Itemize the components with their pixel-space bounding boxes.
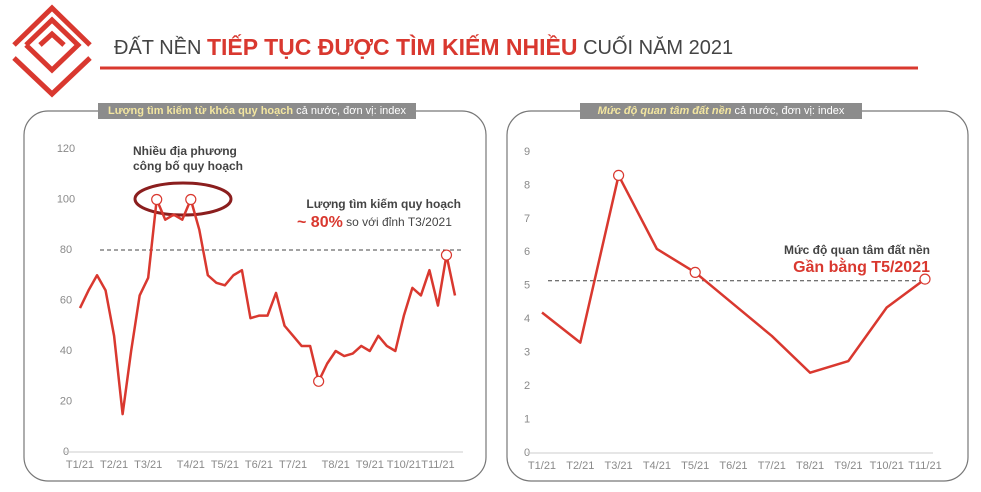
annotation-value: ~ 80% — [297, 214, 343, 231]
x-tick-label: T10/21 — [387, 459, 421, 471]
subtitle: Mức độ quan tâm đất nền cả nước, đơn vị:… — [598, 105, 845, 117]
y-tick-label: 7 — [524, 213, 530, 225]
x-tick-label: T2/21 — [566, 460, 594, 472]
x-tick-label: T4/21 — [177, 459, 205, 471]
y-tick-label: 3 — [524, 347, 530, 359]
x-tick-label: T11/21 — [421, 459, 454, 471]
y-tick-label: 4 — [524, 313, 530, 325]
annotation: Nhiều địa phương — [133, 144, 237, 158]
annotation: Mức độ quan tâm đất nền — [784, 243, 930, 257]
subtitle-bg — [580, 103, 862, 119]
data-line — [78, 198, 457, 416]
point-marker — [185, 193, 197, 206]
point-marker — [151, 193, 163, 206]
y-tick-label: 2 — [524, 380, 530, 392]
subtitle-bg — [98, 103, 416, 119]
y-tick-label: 20 — [60, 395, 72, 407]
x-tick-label: T6/21 — [245, 459, 273, 471]
x-tick-label: T7/21 — [758, 460, 786, 472]
data-line — [541, 174, 926, 374]
title: ĐẤT NỀN TIẾP TỤC ĐƯỢC TÌM KIẾM NHIỀU CUỐ… — [114, 33, 733, 60]
annotation-note: so với đỉnh T3/2021 — [346, 215, 452, 229]
x-tick-label: T9/21 — [834, 460, 862, 472]
y-tick-label: 40 — [60, 345, 72, 357]
x-tick-label: T5/21 — [681, 460, 709, 472]
point-marker — [313, 375, 325, 387]
annotation: ~ 80% so với đỉnh T3/2021 — [297, 214, 452, 231]
y-tick-label: 9 — [524, 146, 530, 158]
y-tick-label: 120 — [57, 143, 75, 155]
x-tick-label: T10/21 — [870, 460, 904, 472]
panel-left — [23, 110, 487, 482]
subtitle-bold: Lượng tìm kiếm từ khóa quy hoạch — [108, 105, 293, 117]
title-pre: ĐẤT NỀN — [114, 36, 201, 59]
x-tick-label: T6/21 — [719, 460, 747, 472]
y-tick-label: 5 — [524, 280, 530, 292]
x-tick-label: T1/21 — [528, 460, 556, 472]
subtitle-text: cả nước, đơn vị: index — [296, 105, 406, 117]
y-tick-label: 80 — [60, 244, 72, 256]
x-tick-label: T9/21 — [356, 459, 384, 471]
highlight-ellipse — [133, 181, 233, 217]
y-tick-label: 6 — [524, 246, 530, 258]
logo — [12, 4, 92, 98]
subtitle: Lượng tìm kiếm từ khóa quy hoạch cả nước… — [108, 105, 407, 117]
annotation-value: Gần bằng T5/2021 — [793, 257, 930, 276]
subtitle-text: cả nước, đơn vị: index — [734, 105, 844, 117]
x-tick-label: T8/21 — [796, 460, 824, 472]
title-post: CUỐI NĂM 2021 — [583, 35, 733, 59]
x-tick-label: T2/21 — [100, 459, 128, 471]
panel-right — [506, 110, 969, 482]
x-tick-label: T11/21 — [908, 460, 941, 472]
point-marker — [612, 169, 625, 182]
point-marker — [440, 249, 453, 261]
y-tick-label: 8 — [524, 179, 530, 191]
y-tick-label: 60 — [60, 294, 72, 306]
x-tick-label: T1/21 — [66, 459, 94, 471]
point-marker — [689, 266, 701, 278]
x-tick-label: T3/21 — [134, 459, 162, 471]
title-highlight: TIẾP TỤC ĐƯỢC TÌM KIẾM NHIỀU — [207, 33, 578, 60]
x-tick-label: T3/21 — [605, 460, 633, 472]
subtitle-bold: Mức độ quan tâm đất nền — [598, 105, 732, 117]
x-tick-label: T8/21 — [322, 459, 350, 471]
x-tick-label: T7/21 — [279, 459, 307, 471]
x-tick-label: T5/21 — [211, 459, 239, 471]
y-tick-label: 1 — [524, 413, 530, 425]
point-marker — [919, 273, 931, 285]
annotation: Lượng tìm kiếm quy hoạch — [306, 197, 461, 211]
y-tick-label: 100 — [57, 193, 75, 205]
x-tick-label: T4/21 — [643, 460, 671, 472]
annotation: công bố quy hoạch — [133, 159, 243, 173]
